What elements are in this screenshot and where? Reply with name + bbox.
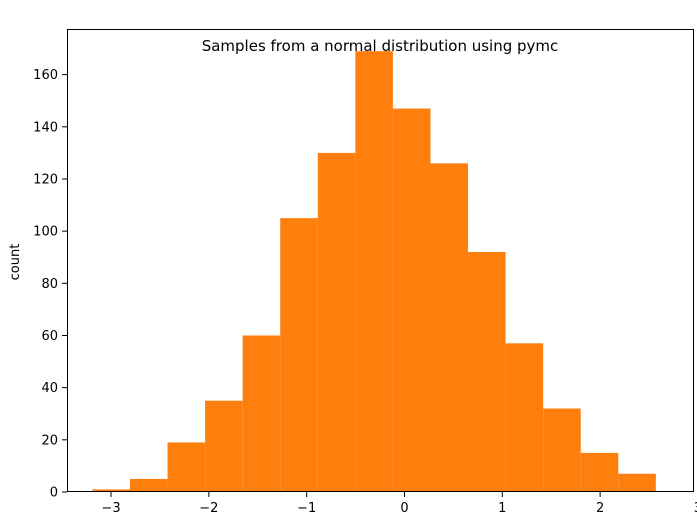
x-tick-label: −1	[297, 501, 316, 516]
y-tick-label: 20	[41, 433, 58, 448]
histogram-bar	[580, 452, 619, 492]
x-tick-label: 0	[400, 501, 408, 516]
histogram-bar	[355, 51, 393, 493]
histogram-bar	[129, 478, 168, 492]
x-tick-label: 3	[694, 501, 697, 516]
histogram-bar	[92, 489, 130, 492]
histogram-bar	[618, 473, 656, 492]
histogram-bar	[505, 343, 544, 492]
x-tick-label: −2	[199, 501, 218, 516]
y-tick-label: 160	[33, 68, 58, 83]
y-tick-label: 140	[33, 120, 58, 135]
y-tick-label: 80	[41, 277, 58, 292]
x-axis-ticks: −3 −2 −1 0 1 2 3	[101, 492, 697, 516]
histogram-bar	[543, 408, 581, 492]
bars-group	[92, 51, 656, 493]
x-tick-label: 1	[498, 501, 506, 516]
y-tick-label: 100	[33, 225, 58, 240]
x-tick-label: −3	[101, 501, 120, 516]
histogram-bar	[430, 163, 469, 492]
histogram-bar	[392, 108, 431, 493]
histogram-bar	[468, 252, 506, 492]
y-tick-label: 60	[41, 329, 58, 344]
histogram-bar	[167, 442, 206, 492]
x-tick-label: 2	[596, 501, 604, 516]
plot-frame	[67, 29, 694, 492]
histogram-bar	[242, 335, 281, 492]
histogram-bar	[317, 152, 356, 492]
chart-title: Samples from a normal distribution using…	[202, 37, 559, 55]
y-axis-label: count	[8, 244, 23, 281]
y-tick-label: 120	[33, 172, 58, 187]
histogram-bar	[205, 400, 243, 492]
histogram-bar	[280, 218, 318, 492]
y-tick-label: 40	[41, 381, 58, 396]
y-axis-ticks: 0 20 40 60 80 100 120 140 160	[33, 68, 67, 501]
y-tick-label: 0	[50, 486, 58, 501]
